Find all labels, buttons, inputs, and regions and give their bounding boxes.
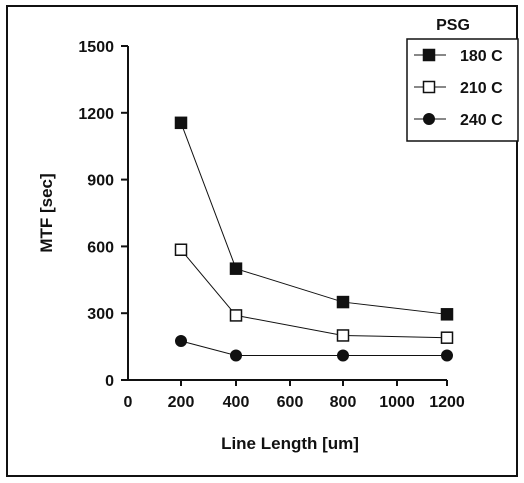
x-tick-label: 1000 xyxy=(379,394,415,411)
y-tick-label: 600 xyxy=(87,239,114,256)
data-point xyxy=(441,349,453,362)
data-point xyxy=(175,335,187,348)
data-point xyxy=(174,116,188,130)
data-point xyxy=(230,349,242,362)
x-tick-label: 1200 xyxy=(429,394,465,411)
y-axis-title: MTF [sec] xyxy=(37,173,56,252)
series-line xyxy=(180,340,447,357)
y-tick-label: 0 xyxy=(105,373,114,390)
legend-label: 180 C xyxy=(460,48,503,65)
data-point xyxy=(336,329,350,342)
legend-marker xyxy=(422,80,436,94)
legend-marker xyxy=(423,113,435,125)
data-point xyxy=(229,262,243,275)
chart-series xyxy=(174,116,454,362)
legend-label: 210 C xyxy=(460,80,503,97)
series-line xyxy=(180,249,448,339)
y-tick-label: 900 xyxy=(87,173,114,190)
chart-axes: 0 300 600 900 1200 1500 0 200 400 600 800 1000 1200 xyxy=(78,39,464,411)
y-tick-label: 300 xyxy=(87,306,114,323)
legend-label: 240 C xyxy=(460,112,503,129)
x-tick-label: 600 xyxy=(277,394,304,411)
data-point xyxy=(174,243,188,256)
legend-item: 180 C xyxy=(414,48,503,65)
x-tick-label: 800 xyxy=(330,394,357,411)
x-tick-label: 0 xyxy=(124,394,133,411)
data-point xyxy=(440,331,454,344)
series-180-c xyxy=(174,116,454,321)
data-point xyxy=(337,349,349,362)
x-axis-title: Line Length [um] xyxy=(221,434,359,453)
y-tick-label: 1200 xyxy=(78,106,114,123)
chart-legend: PSG 180 C 210 C 240 C xyxy=(406,17,519,142)
y-tick-label: 1500 xyxy=(78,39,114,56)
series-line xyxy=(180,122,448,315)
data-point xyxy=(229,309,243,322)
x-tick-label: 200 xyxy=(168,394,195,411)
x-tick-label: 400 xyxy=(223,394,250,411)
legend-item: 240 C xyxy=(414,112,503,129)
series-210-c xyxy=(174,243,454,344)
legend-marker xyxy=(422,48,436,62)
legend-title: PSG xyxy=(436,17,470,34)
series-240-c xyxy=(175,335,453,362)
legend-item: 210 C xyxy=(414,80,503,97)
data-point xyxy=(336,295,350,309)
data-point xyxy=(440,308,454,321)
